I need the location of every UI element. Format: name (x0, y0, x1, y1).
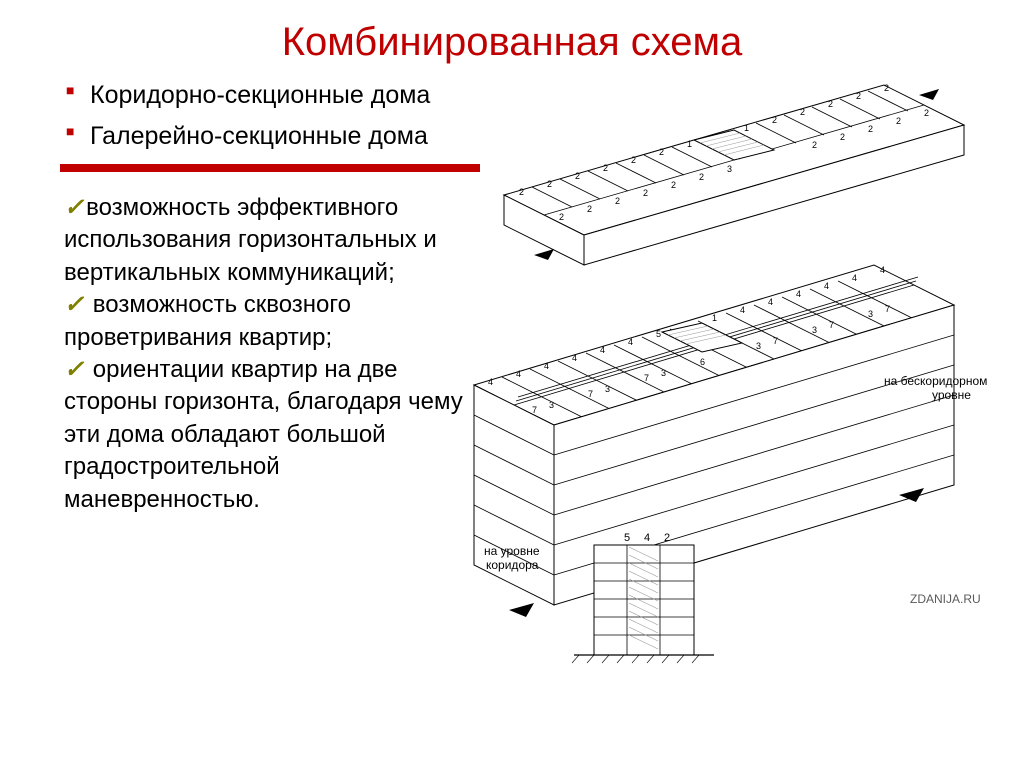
diagram-label-bottom: на уровне (484, 544, 540, 558)
svg-text:2: 2 (856, 91, 861, 101)
watermark: ZDANIJA.RU (910, 592, 981, 606)
svg-text:3: 3 (868, 309, 873, 319)
svg-text:2: 2 (828, 99, 833, 109)
check-text: возможность эффективного использования г… (64, 194, 437, 286)
svg-text:2: 2 (772, 115, 777, 125)
svg-text:4: 4 (516, 369, 521, 379)
svg-text:2: 2 (575, 171, 580, 181)
svg-text:2: 2 (547, 179, 552, 189)
svg-text:3: 3 (812, 325, 817, 335)
svg-text:4: 4 (628, 337, 633, 347)
content-row: Коридорно-секционные дома Галерейно-секц… (0, 75, 1024, 516)
left-column: Коридорно-секционные дома Галерейно-секц… (60, 75, 480, 516)
svg-text:2: 2 (559, 212, 564, 222)
svg-text:7: 7 (773, 336, 778, 346)
svg-text:3: 3 (549, 400, 554, 410)
svg-text:2: 2 (587, 204, 592, 214)
svg-text:уровне: уровне (932, 388, 971, 402)
svg-text:2: 2 (671, 180, 676, 190)
check-icon: ✓ (64, 356, 84, 383)
svg-text:2: 2 (519, 187, 524, 197)
svg-text:2: 2 (631, 155, 636, 165)
svg-text:4: 4 (880, 265, 885, 275)
svg-text:6: 6 (700, 357, 705, 367)
right-column: 2 2 2 2 2 2 1 1 2 2 2 2 2 2 2 2 2 2 2 3 2 2 2 2 2 (480, 75, 964, 516)
check-item: ✓ возможность сквозного проветривания кв… (64, 289, 480, 354)
check-list: ✓возможность эффективного использования … (60, 192, 480, 516)
svg-text:4: 4 (644, 532, 650, 544)
svg-text:1: 1 (744, 123, 749, 133)
bullet-item: Коридорно-секционные дома (60, 75, 480, 116)
svg-text:коридора: коридора (486, 558, 539, 572)
check-icon: ✓ (64, 291, 84, 318)
svg-text:3: 3 (727, 164, 732, 174)
svg-text:2: 2 (800, 107, 805, 117)
svg-text:2: 2 (840, 132, 845, 142)
diagram-label-top: на бескоридорном (884, 374, 987, 388)
check-icon: ✓ (64, 194, 84, 221)
svg-text:4: 4 (572, 353, 577, 363)
red-divider (60, 164, 480, 172)
svg-text:7: 7 (829, 320, 834, 330)
svg-text:4: 4 (544, 361, 549, 371)
svg-text:7: 7 (644, 373, 649, 383)
svg-text:2: 2 (615, 196, 620, 206)
svg-text:2: 2 (603, 163, 608, 173)
svg-text:2: 2 (896, 116, 901, 126)
svg-text:2: 2 (924, 108, 929, 118)
svg-text:2: 2 (884, 83, 889, 93)
check-item: ✓возможность эффективного использования … (64, 192, 480, 289)
svg-text:2: 2 (868, 124, 873, 134)
svg-text:4: 4 (768, 297, 773, 307)
svg-text:4: 4 (852, 273, 857, 283)
svg-text:3: 3 (605, 384, 610, 394)
svg-text:2: 2 (659, 147, 664, 157)
svg-text:2: 2 (664, 532, 670, 544)
svg-text:3: 3 (661, 368, 666, 378)
svg-text:4: 4 (488, 377, 493, 387)
building-diagram: 2 2 2 2 2 2 1 1 2 2 2 2 2 2 2 2 2 2 2 3 2 2 2 2 2 (444, 55, 1004, 675)
svg-text:1: 1 (712, 313, 717, 323)
svg-text:4: 4 (796, 289, 801, 299)
svg-text:2: 2 (643, 188, 648, 198)
svg-text:4: 4 (824, 281, 829, 291)
svg-text:5: 5 (624, 532, 630, 544)
svg-text:4: 4 (600, 345, 605, 355)
check-item: ✓ ориентации квартир на две стороны гори… (64, 354, 480, 516)
svg-text:2: 2 (812, 140, 817, 150)
svg-text:7: 7 (885, 304, 890, 314)
svg-text:2: 2 (699, 172, 704, 182)
svg-text:7: 7 (588, 389, 593, 399)
svg-text:7: 7 (532, 405, 537, 415)
bullet-item: Галерейно-секционные дома (60, 116, 480, 157)
svg-text:5: 5 (656, 329, 661, 339)
check-text: ориентации квартир на две стороны горизо… (64, 356, 463, 513)
svg-text:3: 3 (756, 341, 761, 351)
bullet-list: Коридорно-секционные дома Галерейно-секц… (60, 75, 480, 156)
svg-text:1: 1 (687, 139, 692, 149)
check-text: возможность сквозного проветривания квар… (64, 291, 351, 350)
svg-text:4: 4 (740, 305, 745, 315)
